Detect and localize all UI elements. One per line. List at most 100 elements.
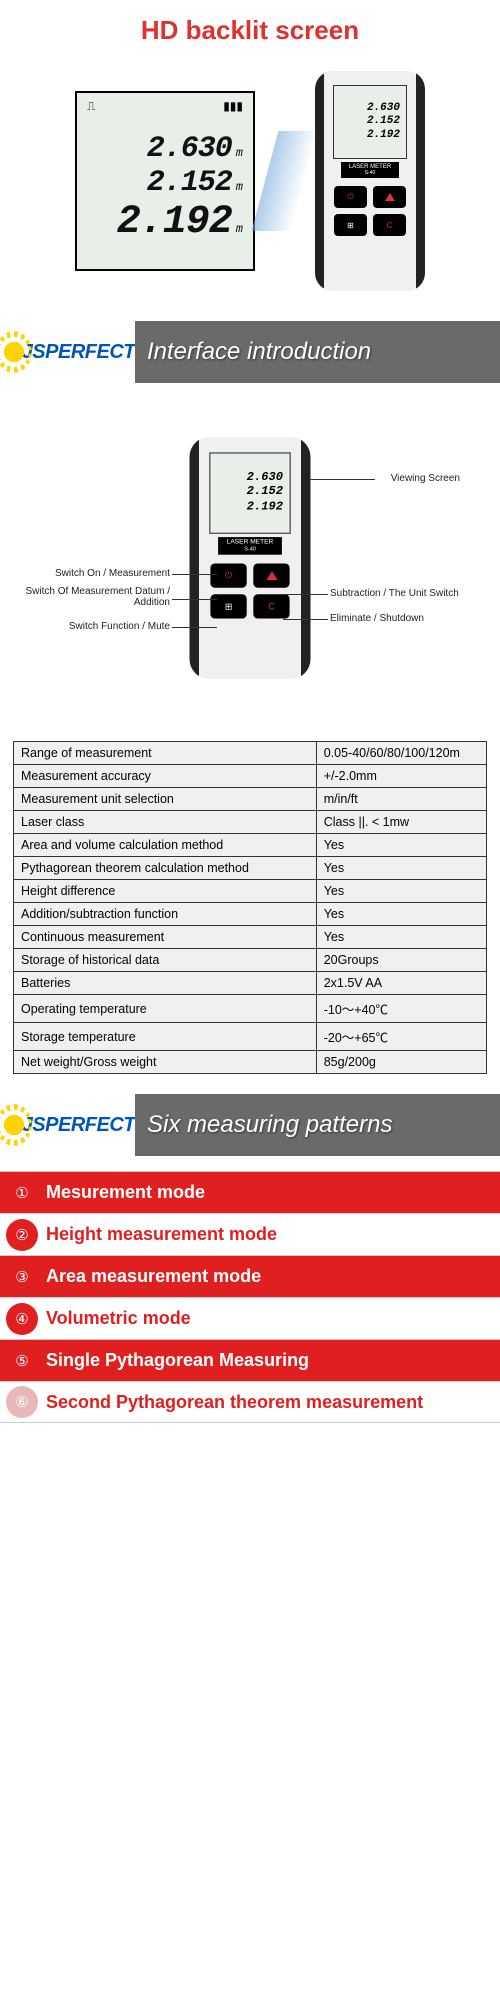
device-buttons: ⏻ ⊞ C [334,186,406,236]
callout-datum: Switch Of Measurement Datum / Addition [10,586,170,608]
spec-val: Yes [316,834,486,857]
table-row: Height differenceYes [14,880,487,903]
table-row: Range of measurement0.05-40/60/80/100/12… [14,742,487,765]
spec-val: Yes [316,857,486,880]
spec-val: Yes [316,926,486,949]
table-row: Net weight/Gross weight85g/200g [14,1051,487,1074]
mode-number: ③ [6,1261,38,1293]
mode-row: ⑥ Second Pythagorean theorem measurement [0,1381,500,1423]
device-label-2: LASER METERS-40 [218,537,282,555]
btn-clear: C [373,214,406,236]
mode-label: Mesurement mode [46,1182,205,1203]
backlit-area: ⎍ ▮▮▮ 2.630m 2.152m 2.192m 2.630 2.152 2… [0,61,500,321]
spec-val: 0.05-40/60/80/100/120m [316,742,486,765]
mode-row: ③ Area measurement mode [0,1255,500,1297]
gear-icon [0,335,28,369]
spec-key: Storage of historical data [14,949,317,972]
btn-power-2: ⏻ [210,564,246,588]
mode-label: Area measurement mode [46,1266,261,1287]
spec-val: m/in/ft [316,788,486,811]
callout-viewing: Viewing Screen [391,473,460,484]
section-backlit: HD backlit screen ⎍ ▮▮▮ 2.630m 2.152m 2.… [0,0,500,321]
callout-switch-on: Switch On / Measurement [30,568,170,579]
screen-v3: 2.192 [117,200,232,245]
spec-key: Operating temperature [14,995,317,1023]
spec-key: Measurement unit selection [14,788,317,811]
mode-number: ① [6,1177,38,1209]
battery-icon: ▮▮▮ [223,99,243,114]
spec-val: Yes [316,903,486,926]
mode-icon: ⎍ [87,99,95,114]
logo: JSPERFECT [0,321,135,383]
callout-subtract: Subtraction / The Unit Switch [330,588,480,599]
spec-val: +/-2.0mm [316,765,486,788]
mode-row: ① Mesurement mode [0,1171,500,1213]
table-row: Addition/subtraction functionYes [14,903,487,926]
table-row: Continuous measurementYes [14,926,487,949]
spec-key: Laser class [14,811,317,834]
mode-number: ⑤ [6,1345,38,1377]
title-backlit: HD backlit screen [0,0,500,61]
mode-label: Single Pythagorean Measuring [46,1350,309,1371]
gear-icon-2 [0,1108,28,1142]
callout-eliminate: Eliminate / Shutdown [330,613,460,624]
device-main: 2.630 2.152 2.192 LASER METERS-40 ⏻ ⊞ C [315,71,425,291]
table-row: Area and volume calculation methodYes [14,834,487,857]
spec-key: Height difference [14,880,317,903]
mode-row: ⑤ Single Pythagorean Measuring [0,1339,500,1381]
banner-interface: JSPERFECT Interface introduction [0,321,500,383]
spec-val: 2x1.5V AA [316,972,486,995]
spec-val: -10～+40℃ [316,995,486,1023]
spec-key: Continuous measurement [14,926,317,949]
screen-zoom: ⎍ ▮▮▮ 2.630m 2.152m 2.192m [75,91,255,271]
table-row: Measurement accuracy+/-2.0mm [14,765,487,788]
logo-2: JSPERFECT [0,1094,135,1156]
logo-text: JSPERFECT [22,341,135,364]
device-screen-2: 2.630 2.152 2.192 [209,452,290,533]
spec-val: 20Groups [316,949,486,972]
device-screen: 2.630 2.152 2.192 [333,85,407,159]
screen-icons: ⎍ ▮▮▮ [87,99,243,114]
mode-label: Volumetric mode [46,1308,191,1329]
modes-list: ① Mesurement mode ② Height measurement mode… [0,1156,500,1423]
spec-val: -20～+65℃ [316,1023,486,1051]
table-row: Operating temperature-10～+40℃ [14,995,487,1023]
screen-v2: 2.152 [147,166,232,200]
table-row: Batteries2x1.5V AA [14,972,487,995]
spec-val: Yes [316,880,486,903]
screen-v1: 2.630 [147,132,232,166]
mode-label: Height measurement mode [46,1224,277,1245]
table-row: Storage of historical data20Groups [14,949,487,972]
spec-key: Pythagorean theorem calculation method [14,857,317,880]
spec-table: Range of measurement0.05-40/60/80/100/12… [13,741,487,1074]
btn-func-2: ⊞ [210,594,246,618]
mode-row: ④Volumetric mode [0,1297,500,1339]
device-label: LASER METERS-40 [341,162,399,178]
interface-diagram: 2.630 2.152 2.192 LASER METERS-40 ⏻ ⊞ C … [0,383,500,733]
spec-val: 85g/200g [316,1051,486,1074]
spec-key: Addition/subtraction function [14,903,317,926]
table-row: Laser classClass ||. < 1mw [14,811,487,834]
banner1-title: Interface introduction [135,321,500,383]
projection-beam [252,131,319,231]
table-row: Measurement unit selectionm/in/ft [14,788,487,811]
spec-key: Measurement accuracy [14,765,317,788]
btn-measure-2 [253,564,289,588]
banner-patterns: JSPERFECT Six measuring patterns [0,1094,500,1156]
table-row: Pythagorean theorem calculation methodYe… [14,857,487,880]
btn-power: ⏻ [334,186,367,208]
table-row: Storage temperature-20～+65℃ [14,1023,487,1051]
spec-key: Storage temperature [14,1023,317,1051]
btn-measure [373,186,406,208]
spec-key: Net weight/Gross weight [14,1051,317,1074]
spec-val: Class ||. < 1mw [316,811,486,834]
mode-label: Second Pythagorean theorem measurement [46,1392,423,1413]
spec-key: Area and volume calculation method [14,834,317,857]
mode-number: ② [6,1219,38,1251]
btn-func: ⊞ [334,214,367,236]
callout-mute: Switch Function / Mute [30,621,170,632]
mode-row: ② Height measurement mode [0,1213,500,1255]
logo-text-2: JSPERFECT [22,1114,135,1137]
banner2-title: Six measuring patterns [135,1094,500,1156]
mode-number: ⑥ [6,1386,38,1418]
